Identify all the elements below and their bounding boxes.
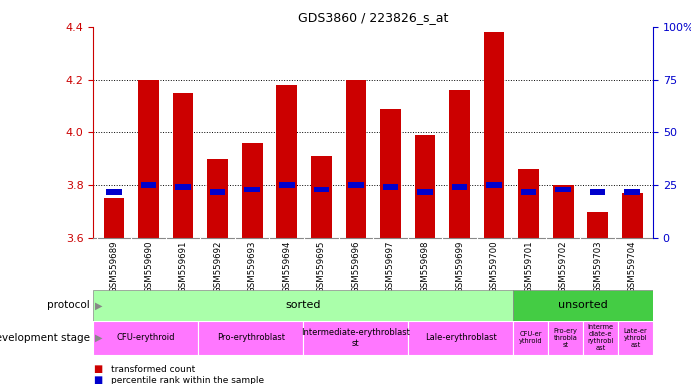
Bar [245, 187, 260, 192]
Text: sorted: sorted [285, 300, 321, 310]
Text: GSM559703: GSM559703 [593, 241, 603, 293]
Bar [590, 189, 605, 195]
Bar [625, 189, 640, 195]
Text: GSM559697: GSM559697 [386, 241, 395, 293]
Polygon shape [408, 321, 513, 355]
Text: Late-er
ythrobl
ast: Late-er ythrobl ast [624, 328, 647, 348]
Bar [207, 159, 228, 238]
Text: transformed count: transformed count [111, 365, 195, 374]
Bar [415, 135, 435, 238]
Text: ■: ■ [93, 375, 102, 384]
Text: Intermediate-erythroblast
st: Intermediate-erythroblast st [301, 328, 410, 348]
Text: ■: ■ [93, 364, 102, 374]
Text: GSM559698: GSM559698 [420, 241, 430, 293]
Polygon shape [198, 321, 303, 355]
Bar [138, 79, 159, 238]
Text: percentile rank within the sample: percentile rank within the sample [111, 376, 264, 384]
Bar [348, 182, 363, 188]
Bar [380, 109, 401, 238]
Bar [587, 212, 608, 238]
Bar [622, 193, 643, 238]
Text: Lale-erythroblast: Lale-erythroblast [425, 333, 496, 343]
Bar [173, 93, 193, 238]
Text: GSM559692: GSM559692 [213, 241, 223, 293]
Text: CFU-er
ythroid: CFU-er ythroid [519, 331, 542, 344]
Text: GSM559690: GSM559690 [144, 241, 153, 293]
Polygon shape [548, 321, 583, 355]
Bar [0, 383, 144, 384]
Text: GSM559700: GSM559700 [489, 241, 499, 293]
Bar [521, 189, 536, 195]
Bar [417, 189, 433, 195]
Polygon shape [583, 321, 618, 355]
Text: GSM559701: GSM559701 [524, 241, 533, 293]
Bar [314, 187, 329, 192]
Text: unsorted: unsorted [558, 300, 608, 310]
Bar [106, 189, 122, 195]
Bar [452, 184, 467, 190]
Polygon shape [513, 321, 548, 355]
Text: GSM559694: GSM559694 [282, 241, 292, 293]
Bar [486, 182, 502, 188]
Text: GSM559704: GSM559704 [627, 241, 637, 293]
Title: GDS3860 / 223826_s_at: GDS3860 / 223826_s_at [298, 11, 448, 24]
Text: GSM559699: GSM559699 [455, 241, 464, 293]
Text: protocol: protocol [47, 300, 90, 310]
Text: ▶: ▶ [95, 300, 102, 310]
Bar [242, 143, 263, 238]
Bar [176, 184, 191, 190]
Bar [553, 185, 574, 238]
Text: CFU-erythroid: CFU-erythroid [117, 333, 175, 343]
Polygon shape [513, 290, 653, 321]
Text: GSM559696: GSM559696 [351, 241, 361, 293]
Text: ▶: ▶ [95, 333, 102, 343]
Text: GSM559695: GSM559695 [316, 241, 326, 293]
Bar [518, 169, 539, 238]
Text: Interme
diate-e
rythrobl
ast: Interme diate-e rythrobl ast [587, 324, 614, 351]
Text: GSM559693: GSM559693 [247, 241, 257, 293]
Bar [104, 199, 124, 238]
Bar [311, 156, 332, 238]
Bar [279, 182, 294, 188]
Text: development stage: development stage [0, 333, 90, 343]
Polygon shape [303, 321, 408, 355]
Bar [210, 189, 225, 195]
Bar [141, 182, 156, 188]
Text: GSM559702: GSM559702 [558, 241, 568, 293]
Text: GSM559689: GSM559689 [109, 241, 119, 293]
Bar [276, 85, 297, 238]
Polygon shape [93, 321, 198, 355]
Bar [556, 187, 571, 192]
Bar [383, 184, 398, 190]
Bar [484, 32, 504, 238]
Text: Pro-ery
throbla
st: Pro-ery throbla st [553, 328, 578, 348]
Bar [449, 90, 470, 238]
Text: Pro-erythroblast: Pro-erythroblast [217, 333, 285, 343]
Polygon shape [618, 321, 653, 355]
Polygon shape [93, 290, 513, 321]
Bar [346, 79, 366, 238]
Text: GSM559691: GSM559691 [178, 241, 188, 293]
